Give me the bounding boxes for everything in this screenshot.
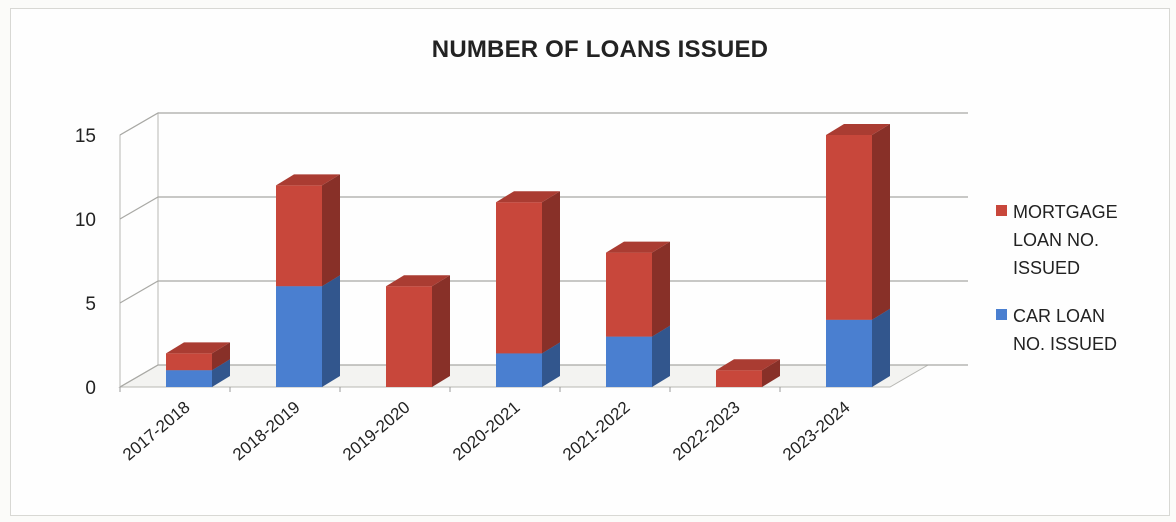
- bar-top: [606, 241, 670, 253]
- y-tick-label: 15: [75, 126, 96, 147]
- chart-frame: [10, 8, 1170, 516]
- bar-front: [826, 135, 872, 320]
- bar-top: [166, 342, 230, 354]
- x-tick-label: 2017-2018: [119, 398, 194, 465]
- bar-top: [716, 359, 780, 371]
- bar-side: [652, 241, 670, 337]
- x-tick-label: 2020-2021: [449, 398, 524, 465]
- bar-front: [716, 370, 762, 387]
- bar-segment-mortgage: [166, 342, 230, 371]
- bar-front: [496, 353, 542, 387]
- legend-swatch-mortgage: [996, 205, 1007, 216]
- tick-labels-layer: 0 5 10 15 2017-2018 2018-2019 2019-2020 2020-20…: [75, 126, 854, 464]
- bar-front: [276, 286, 322, 387]
- x-tick-label: 2018-2019: [229, 398, 304, 465]
- bar-segment-mortgage: [386, 275, 450, 387]
- gridline: [119, 364, 968, 388]
- x-tick-label: 2021-2022: [559, 398, 634, 465]
- x-tick-label: 2019-2020: [339, 398, 414, 465]
- bar-side: [762, 359, 780, 387]
- bar-front: [166, 370, 212, 387]
- legend-swatch-car: [996, 309, 1007, 320]
- bar-front: [606, 336, 652, 387]
- gridline: [119, 112, 968, 136]
- bar-front: [826, 319, 872, 387]
- bar-top: [276, 174, 340, 186]
- x-tick-label: 2023-2024: [779, 398, 854, 465]
- legend-item-mortgage: MORTGAGE LOAN NO. ISSUED: [996, 198, 1166, 282]
- bar-side: [432, 275, 450, 387]
- bars-layer: [166, 124, 890, 387]
- legend-label-mortgage: MORTGAGE LOAN NO. ISSUED: [1013, 202, 1118, 278]
- legend-label-car: CAR LOAN NO. ISSUED: [1013, 306, 1118, 354]
- bar-segment-car: [276, 275, 340, 387]
- bar-segment-mortgage: [606, 241, 670, 337]
- bar-front: [496, 202, 542, 354]
- bar-side: [212, 342, 230, 371]
- bar-front: [276, 185, 322, 287]
- bar-front: [166, 353, 212, 371]
- bar-top: [496, 191, 560, 203]
- y-tick-label: 5: [85, 294, 96, 315]
- bar-segment-mortgage: [826, 124, 890, 320]
- chart-title: NUMBER OF LOANS ISSUED: [431, 36, 769, 63]
- bar-side: [542, 342, 560, 387]
- bar-top: [826, 124, 890, 135]
- x-tick-label: 2022-2023: [669, 398, 744, 465]
- y-tick-label: 10: [75, 210, 96, 231]
- bar-segment-car: [826, 308, 890, 387]
- y-tick-label: 0: [85, 378, 96, 399]
- bar-side: [322, 174, 340, 287]
- chart-side-wall: [119, 112, 159, 388]
- bar-top: [386, 275, 450, 287]
- bar-segment-mortgage: [496, 191, 560, 354]
- legend: MORTGAGE LOAN NO. ISSUED CAR LOAN NO. IS…: [996, 198, 1166, 378]
- bar-side: [542, 191, 560, 354]
- bar-segment-mortgage: [276, 174, 340, 287]
- legend-item-car: CAR LOAN NO. ISSUED: [996, 302, 1166, 358]
- bar-segment-mortgage: [716, 359, 780, 387]
- gridline: [119, 196, 968, 220]
- bar-side: [872, 308, 890, 387]
- bar-side: [212, 359, 230, 387]
- bar-front: [606, 252, 652, 337]
- bar-side: [872, 124, 890, 320]
- bar-side: [652, 325, 670, 387]
- gridline: [119, 280, 968, 304]
- bar-side: [322, 275, 340, 387]
- bar-front: [386, 286, 432, 387]
